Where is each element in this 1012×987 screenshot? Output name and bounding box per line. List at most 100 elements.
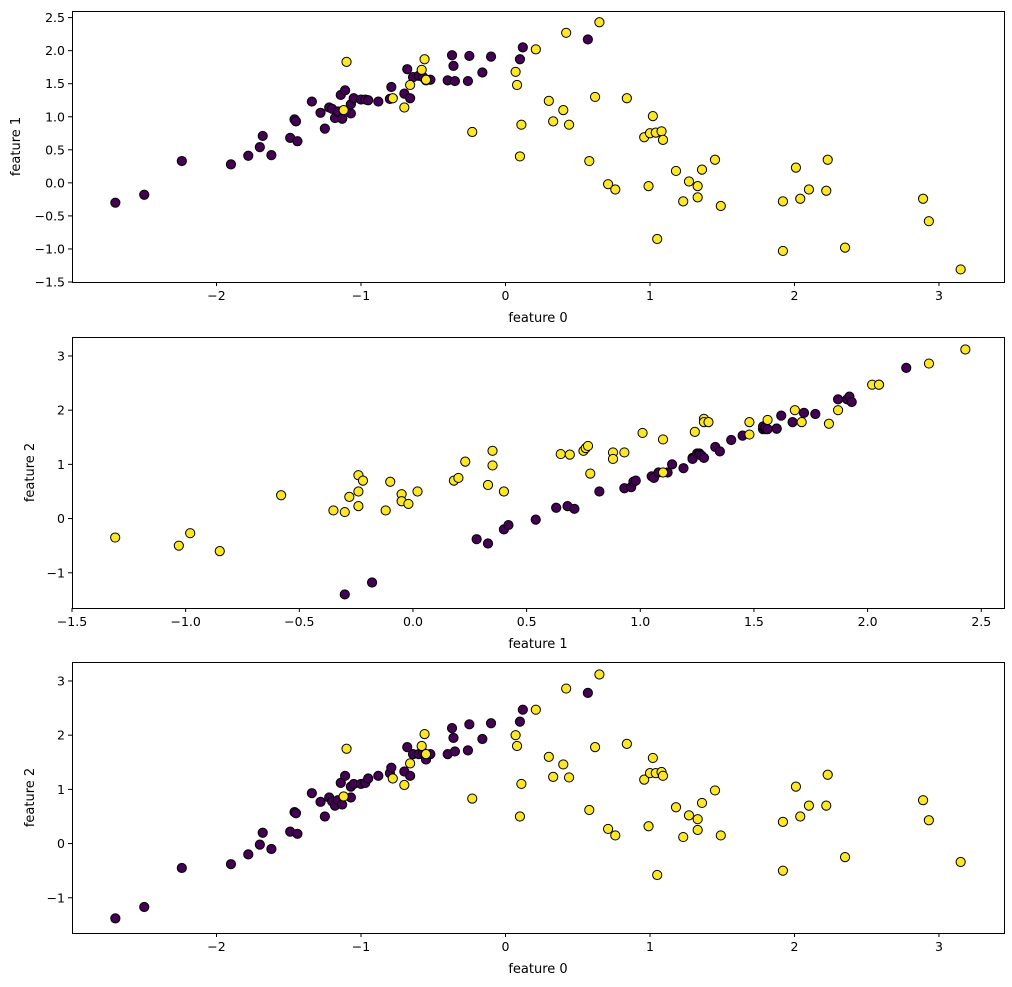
data-point-class-1 (607, 453, 619, 465)
data-point-class-1 (564, 449, 575, 460)
y-tick-label: −0.5 (35, 208, 65, 223)
data-point-class-0 (402, 64, 413, 75)
data-point-class-0 (363, 95, 374, 106)
data-point-class-0 (832, 394, 844, 405)
data-point-class-1 (387, 93, 398, 104)
data-point-class-1 (639, 774, 650, 785)
data-point-class-1 (357, 475, 369, 486)
data-point-class-1 (703, 416, 714, 428)
data-point-class-1 (419, 54, 430, 65)
data-point-class-1 (589, 91, 601, 103)
data-point-class-0 (139, 901, 150, 913)
data-point-class-0 (464, 719, 475, 730)
data-point-class-1 (692, 192, 703, 203)
data-point-class-0 (319, 811, 330, 822)
data-point-class-0 (373, 96, 384, 107)
data-point-class-0 (448, 732, 459, 743)
data-point-class-0 (514, 54, 526, 65)
data-point-class-1 (643, 821, 654, 832)
data-point-class-1 (960, 344, 971, 355)
data-point-class-1 (516, 119, 527, 130)
data-point-class-1 (584, 804, 595, 816)
x-tick-label: −1.0 (170, 614, 200, 629)
data-point-class-1 (709, 154, 721, 165)
data-point-class-1 (511, 79, 523, 91)
x-tick-label: 2.0 (858, 614, 878, 629)
data-point-class-1 (790, 162, 802, 173)
data-point-class-1 (416, 740, 427, 752)
data-point-class-0 (464, 50, 475, 62)
data-point-class-0 (266, 149, 277, 161)
data-point-class-0 (110, 913, 121, 924)
data-point-class-1 (561, 683, 572, 694)
y-tick-label: 0 (57, 836, 65, 851)
x-tick-label: 1 (646, 939, 654, 954)
data-point-class-1 (558, 105, 569, 116)
data-point-class-0 (462, 75, 474, 87)
data-point-class-1 (923, 358, 935, 369)
data-point-class-0 (386, 81, 397, 93)
data-point-class-1 (955, 264, 966, 275)
data-point-class-1 (353, 501, 364, 512)
data-point-class-0 (266, 843, 277, 855)
data-point-class-1 (839, 242, 851, 253)
data-point-class-0 (582, 687, 593, 698)
data-point-class-0 (477, 67, 488, 78)
data-point-class-1 (777, 816, 789, 827)
data-point-class-1 (803, 184, 815, 195)
data-point-class-1 (453, 472, 464, 484)
data-point-class-1 (482, 479, 494, 491)
data-point-class-1 (803, 800, 815, 811)
data-point-class-0 (787, 416, 798, 428)
y-tick-label: 2 (57, 403, 65, 418)
data-point-class-0 (315, 107, 326, 118)
data-point-class-1 (652, 233, 663, 245)
data-point-class-1 (185, 528, 196, 539)
x-tick-label: 1 (646, 288, 654, 303)
data-point-class-1 (467, 126, 478, 138)
data-point-class-0 (551, 502, 562, 513)
data-point-class-1 (678, 196, 689, 207)
y-tick-label: 0 (57, 511, 65, 526)
data-point-class-1 (339, 506, 350, 518)
chart-panel-2: −1.5 −1.0 −0.5 0.0 0.5 1.0 1.5 2.0 2.5 −1 0 1 2 3 feat… (23, 337, 1005, 652)
data-point-class-1 (657, 434, 669, 445)
x-tick-label: −1 (352, 939, 370, 954)
data-point-class-0 (514, 716, 526, 727)
data-point-class-1 (832, 405, 844, 416)
data-point-class-1 (510, 730, 521, 741)
data-point-class-1 (594, 17, 605, 28)
data-point-class-0 (292, 828, 303, 839)
y-tick-label: 0.5 (45, 142, 65, 157)
data-point-class-1 (420, 74, 432, 85)
data-point-class-1 (777, 245, 789, 257)
data-point-class-1 (416, 64, 427, 75)
data-point-class-1 (823, 418, 835, 429)
data-point-class-0 (449, 746, 461, 757)
data-point-class-0 (901, 362, 912, 373)
data-point-class-1 (403, 498, 414, 510)
data-point-class-1 (338, 105, 349, 116)
data-point-class-0 (290, 116, 302, 127)
data-point-class-0 (630, 475, 641, 486)
data-point-class-1 (460, 456, 471, 467)
data-point-class-0 (810, 408, 821, 420)
data-point-class-1 (689, 426, 700, 437)
data-point-class-1 (789, 405, 800, 416)
data-point-class-0 (176, 862, 187, 874)
data-point-class-1 (619, 447, 630, 458)
data-point-class-0 (339, 85, 351, 96)
data-point-class-0 (485, 51, 497, 62)
y-tick-label: 1 (57, 457, 65, 472)
data-point-class-1 (516, 778, 527, 790)
data-point-class-1 (637, 427, 648, 439)
data-point-class-1 (563, 772, 575, 783)
x-tick-label: 0 (502, 939, 510, 954)
data-point-class-0 (517, 42, 528, 53)
data-point-class-1 (511, 740, 523, 752)
x-tick-label: −2 (207, 288, 225, 303)
data-point-class-0 (678, 463, 689, 474)
data-point-class-1 (561, 27, 572, 38)
data-point-class-1 (692, 824, 703, 836)
